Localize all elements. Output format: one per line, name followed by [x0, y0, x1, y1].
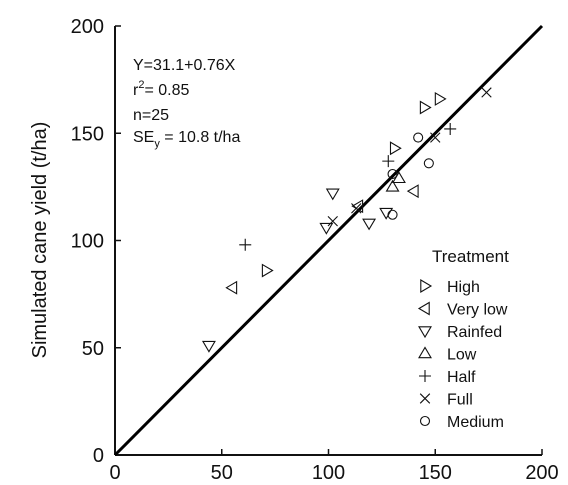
x-tick-label: 200	[525, 462, 558, 484]
data-point-high	[419, 100, 432, 115]
data-point-medium	[423, 158, 434, 169]
data-point-medium	[387, 168, 398, 180]
data-point-medium	[413, 132, 424, 143]
legend-marker-full	[419, 393, 431, 404]
legend-marker-medium	[419, 415, 431, 427]
legend-label-high: High	[447, 279, 480, 296]
x-tick-label: 50	[211, 462, 233, 484]
data-point-rainfed	[201, 340, 216, 353]
data-point-full	[481, 87, 492, 98]
legend-marker-rainfed	[418, 326, 432, 339]
axis-ticks: 0 50 100 150 200 0 50 100 150 200	[71, 16, 559, 484]
data-point-high	[261, 263, 274, 278]
data-point-low	[385, 179, 400, 192]
standard-error-prefix: SE	[133, 129, 154, 146]
data-point-high	[389, 141, 402, 156]
y-tick-label: 150	[71, 123, 104, 145]
data-point-rainfed	[362, 218, 377, 231]
r-squared-superscript: 2	[138, 79, 144, 91]
regression-stats: Y=31.1+0.76X r2= 0.85 n=25 SEy = 10.8 t/…	[133, 57, 240, 150]
data-point-half	[444, 122, 457, 135]
data-point-full	[327, 216, 338, 227]
r-squared-text: r2= 0.85	[133, 79, 189, 99]
y-tick-label: 50	[82, 338, 104, 360]
regression-equation: Y=31.1+0.76X	[133, 57, 236, 74]
r-squared-value: = 0.85	[144, 82, 189, 99]
legend-label-very-low: Very low	[447, 302, 508, 319]
legend-marker-high	[420, 279, 433, 293]
legend-label-rainfed: Rainfed	[447, 324, 502, 341]
data-point-half	[382, 155, 395, 168]
data-point-very-low	[225, 280, 238, 295]
legend-label-medium: Medium	[447, 414, 504, 431]
data-point-full	[351, 203, 362, 214]
data-point-rainfed	[319, 222, 334, 235]
x-tick-label: 100	[312, 462, 345, 484]
legend: Treatment High Very low Rainfed Low Half Full…	[417, 247, 509, 431]
data-point-medium	[387, 209, 398, 220]
legend-label-half: Half	[447, 369, 476, 386]
standard-error-value: = 10.8 t/ha	[160, 129, 241, 146]
r-squared-prefix: r	[133, 82, 139, 99]
data-point-very-low	[406, 184, 419, 199]
sample-size-text: n=25	[133, 107, 169, 124]
data-point-high	[434, 91, 447, 106]
data-point-half	[239, 238, 252, 251]
legend-title: Treatment	[432, 247, 509, 266]
y-tick-label: 0	[93, 445, 104, 467]
data-points	[201, 87, 492, 353]
one-to-one-line	[113, 24, 544, 457]
standard-error-subscript: y	[154, 138, 160, 150]
y-tick-label: 200	[71, 16, 104, 38]
data-point-full	[430, 132, 441, 143]
legend-marker-half	[419, 370, 431, 382]
data-point-rainfed	[379, 207, 394, 220]
legend-marker-low	[418, 346, 432, 359]
x-tick-label: 0	[109, 462, 120, 484]
y-axis-label: Simulated cane yield (t/ha)	[29, 122, 51, 359]
data-point-rainfed	[325, 188, 340, 201]
legend-label-low: Low	[447, 347, 477, 364]
standard-error-text: SEy = 10.8 t/ha	[133, 129, 240, 150]
legend-marker-very-low	[417, 301, 430, 316]
x-tick-label: 150	[419, 462, 452, 484]
legend-label-full: Full	[447, 392, 473, 409]
y-tick-label: 100	[71, 231, 104, 253]
